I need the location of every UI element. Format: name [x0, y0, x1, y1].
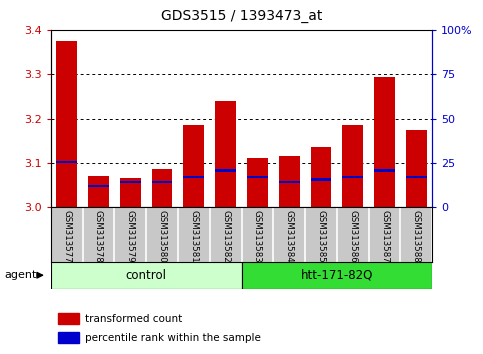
Bar: [279, 156, 299, 207]
Bar: [311, 147, 331, 207]
Text: GSM313580: GSM313580: [157, 210, 167, 263]
Bar: [311, 178, 331, 181]
Text: GSM313587: GSM313587: [380, 210, 389, 263]
Text: GSM313585: GSM313585: [316, 210, 326, 263]
Bar: [57, 161, 77, 163]
Bar: [342, 125, 363, 207]
Text: GSM313584: GSM313584: [284, 210, 294, 263]
Bar: [57, 41, 77, 207]
Bar: [374, 76, 395, 207]
Text: percentile rank within the sample: percentile rank within the sample: [85, 332, 261, 343]
Text: GSM313581: GSM313581: [189, 210, 199, 263]
Bar: [88, 185, 109, 187]
Text: GSM313583: GSM313583: [253, 210, 262, 263]
Text: GSM313588: GSM313588: [412, 210, 421, 263]
Bar: [88, 176, 109, 207]
Bar: [247, 176, 268, 178]
Bar: [342, 176, 363, 178]
Bar: [215, 170, 236, 172]
Bar: [406, 176, 426, 178]
Bar: [247, 158, 268, 207]
Bar: [58, 313, 79, 324]
Text: agent: agent: [5, 270, 37, 280]
Text: GSM313586: GSM313586: [348, 210, 357, 263]
Bar: [184, 176, 204, 178]
Bar: [374, 170, 395, 172]
Text: htt-171-82Q: htt-171-82Q: [301, 269, 373, 282]
Bar: [51, 262, 242, 289]
Text: GSM313579: GSM313579: [126, 210, 135, 263]
Bar: [120, 181, 141, 183]
Bar: [152, 170, 172, 207]
Bar: [242, 262, 432, 289]
Bar: [184, 125, 204, 207]
Bar: [58, 332, 79, 343]
Bar: [215, 101, 236, 207]
Text: GSM313578: GSM313578: [94, 210, 103, 263]
Text: transformed count: transformed count: [85, 314, 182, 324]
Bar: [279, 181, 299, 183]
Text: GSM313582: GSM313582: [221, 210, 230, 263]
Text: GDS3515 / 1393473_at: GDS3515 / 1393473_at: [161, 9, 322, 23]
Bar: [406, 130, 426, 207]
Text: control: control: [126, 269, 167, 282]
Bar: [152, 181, 172, 183]
Bar: [120, 178, 141, 207]
Text: GSM313577: GSM313577: [62, 210, 71, 263]
